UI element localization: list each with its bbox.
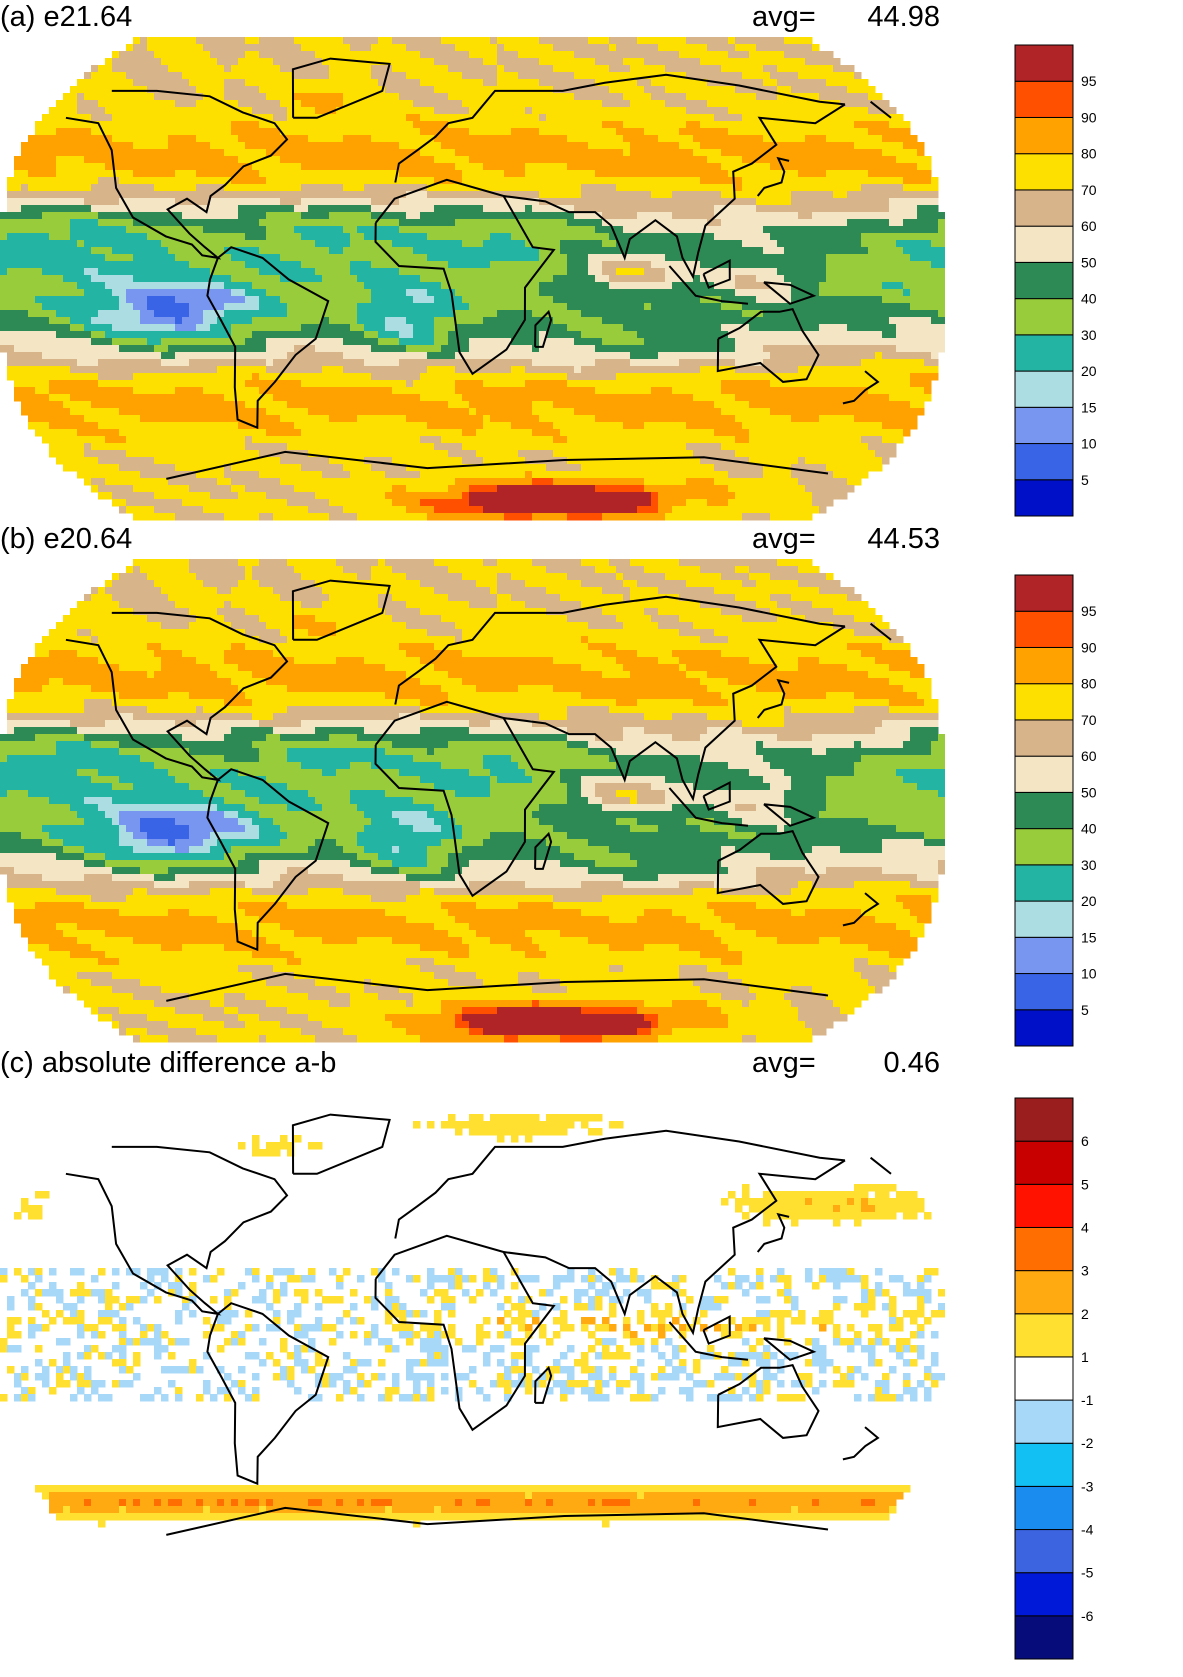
colorbar-swatch <box>1014 610 1074 648</box>
colorbar-tick-label: 30 <box>1081 327 1097 343</box>
panel-a: (a) e21.64 avg= 44.98 5 10 15 20 30 40 50 60 70 8… <box>0 0 1183 521</box>
colorbar-swatch <box>1014 1009 1074 1047</box>
colorbar-tick-label: 15 <box>1081 399 1097 415</box>
field-cells <box>0 559 945 1043</box>
colorbar-tick-label: 20 <box>1081 893 1097 909</box>
colorbar-swatch <box>1014 1140 1074 1185</box>
colorbar-tick-label: 20 <box>1081 363 1097 379</box>
colorbar-tick-label: 80 <box>1081 146 1097 162</box>
colorbar-tick-label: 95 <box>1081 603 1097 619</box>
colorbar-tick-label: 70 <box>1081 712 1097 728</box>
colorbar-tick-label: 40 <box>1081 291 1097 307</box>
colorbar-tick-label: -6 <box>1081 1608 1094 1624</box>
avg-label: avg= <box>752 1 816 33</box>
colorbar-swatch <box>1014 443 1074 481</box>
colorbar-swatch <box>1014 1442 1074 1487</box>
colorbar-tick-label: 5 <box>1081 1002 1089 1018</box>
colorbar-tick-label: 70 <box>1081 182 1097 198</box>
colorbar-swatch <box>1014 936 1074 975</box>
colorbar-swatch <box>1014 1270 1074 1315</box>
panel-title: (b) e20.64 <box>0 523 133 555</box>
colorbar-tick-label: 4 <box>1081 1219 1089 1235</box>
map-plot <box>0 1113 945 1536</box>
colorbar-tick-label: 2 <box>1081 1306 1089 1322</box>
coastlines <box>65 57 892 480</box>
avg-label: avg= <box>752 1047 816 1079</box>
colorbar-swatch <box>1014 80 1074 118</box>
coastlines <box>65 1113 892 1536</box>
colorbar-tick-label: -5 <box>1081 1565 1094 1581</box>
colorbar-swatch <box>1014 791 1074 830</box>
colorbar-tick-label: 40 <box>1081 821 1097 837</box>
colorbar-swatch <box>1014 370 1074 408</box>
avg-label: avg= <box>752 523 816 555</box>
colorbar-swatch <box>1014 1313 1074 1358</box>
colorbar-swatch <box>1014 646 1074 685</box>
field-cells <box>0 37 945 521</box>
colorbar-tick-label: 50 <box>1081 254 1097 270</box>
colorbar-swatch <box>1014 1226 1074 1272</box>
colorbar-swatch <box>1014 973 1074 1011</box>
avg-value: 0.46 <box>883 1047 940 1079</box>
colorbar-swatch <box>1014 1399 1074 1444</box>
map-plot <box>0 37 945 521</box>
colorbar-tick-label: 90 <box>1081 639 1097 655</box>
colorbar-swatch <box>1014 298 1074 336</box>
colorbar-tick-label: 95 <box>1081 73 1097 89</box>
colorbar-tick-label: 6 <box>1081 1133 1089 1149</box>
colorbar: 5 10 15 20 30 40 50 60 70 80 90 95 <box>1014 574 1097 1047</box>
panel-b: (b) e20.64 avg= 44.53 5 10 15 20 30 40 50 60 70 8… <box>0 522 1183 1047</box>
colorbar-tick-label: 10 <box>1081 436 1097 452</box>
colorbar-swatch <box>1014 1572 1074 1617</box>
colorbar-tick-label: 90 <box>1081 109 1097 125</box>
avg-value: 44.53 <box>867 523 940 555</box>
colorbar-tick-label: 15 <box>1081 929 1097 945</box>
colorbar-swatch <box>1014 1097 1074 1142</box>
colorbar-tick-label: 60 <box>1081 748 1097 764</box>
panel-title: (c) absolute difference a-b <box>0 1047 337 1079</box>
colorbar-swatch <box>1014 1183 1074 1228</box>
colorbar-tick-label: 60 <box>1081 218 1097 234</box>
panel-c: (c) absolute difference a-b avg= 0.46 -6… <box>0 1046 1183 1676</box>
colorbar-tick-label: 1 <box>1081 1349 1089 1365</box>
colorbar-swatch <box>1014 574 1074 612</box>
colorbar-swatch <box>1014 1529 1074 1574</box>
colorbar-tick-label: -2 <box>1081 1435 1094 1451</box>
colorbar-swatch <box>1014 900 1074 938</box>
colorbar-swatch <box>1014 225 1074 263</box>
colorbar-tick-label: 3 <box>1081 1263 1089 1279</box>
colorbar: 5 10 15 20 30 40 50 60 70 80 90 95 <box>1014 44 1097 517</box>
colorbar-tick-label: 80 <box>1081 676 1097 692</box>
panel-title: (a) e21.64 <box>0 1 133 33</box>
colorbar-swatch <box>1014 1615 1074 1660</box>
colorbar-swatch <box>1014 116 1074 155</box>
colorbar-swatch <box>1014 683 1074 721</box>
colorbar-swatch <box>1014 189 1074 227</box>
colorbar-tick-label: 5 <box>1081 472 1089 488</box>
colorbar-swatch <box>1014 828 1074 866</box>
colorbar-swatch <box>1014 44 1074 82</box>
colorbar-swatch <box>1014 864 1074 902</box>
colorbar-swatch <box>1014 334 1074 372</box>
colorbar-swatch <box>1014 406 1074 445</box>
colorbar-tick-label: 30 <box>1081 857 1097 873</box>
colorbar-tick-label: -3 <box>1081 1478 1094 1494</box>
colorbar-tick-label: 10 <box>1081 966 1097 982</box>
colorbar-tick-label: 50 <box>1081 784 1097 800</box>
colorbar-tick-label: 5 <box>1081 1176 1089 1192</box>
colorbar-swatch <box>1014 153 1074 191</box>
field-cells <box>0 1114 945 1528</box>
colorbar-swatch <box>1014 479 1074 517</box>
coastlines <box>65 579 892 1002</box>
colorbar-swatch <box>1014 261 1074 300</box>
colorbar-swatch <box>1014 719 1074 757</box>
colorbar-tick-label: -1 <box>1081 1392 1094 1408</box>
colorbar-swatch <box>1014 1356 1074 1401</box>
colorbar: -6 -5 -4 -3 -2 -1 1 2 3 4 5 6 <box>1014 1097 1094 1660</box>
colorbar-swatch <box>1014 1485 1074 1531</box>
map-plot <box>0 559 945 1043</box>
avg-value: 44.98 <box>867 1 940 33</box>
colorbar-tick-label: -4 <box>1081 1522 1094 1538</box>
colorbar-swatch <box>1014 755 1074 793</box>
